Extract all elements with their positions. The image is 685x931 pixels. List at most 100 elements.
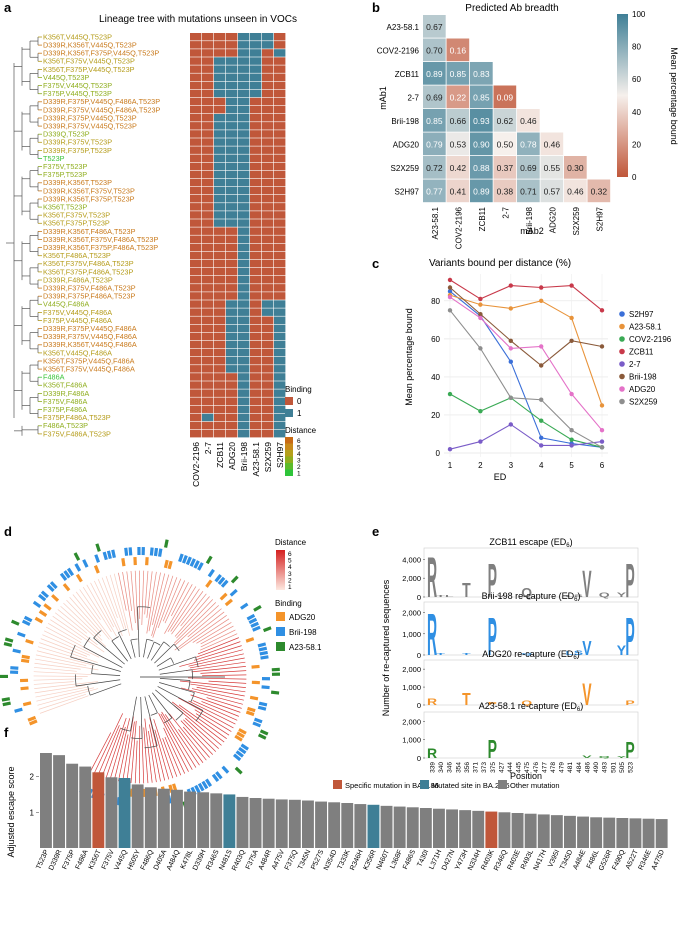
a-cell <box>262 300 274 308</box>
d-ring-mark <box>66 567 75 577</box>
a-cell <box>214 33 226 41</box>
a-cell <box>226 340 238 349</box>
b-cell-value: 0.88 <box>473 163 490 173</box>
f-bar <box>249 798 262 848</box>
a-cell <box>202 178 214 187</box>
d-ring-mark <box>75 573 83 583</box>
d-branch <box>202 674 247 677</box>
a-cell <box>250 332 262 341</box>
a-cell <box>226 373 238 381</box>
a-cell <box>238 235 250 243</box>
a-row-label: K356T,F375P,V445Q,T523P <box>43 65 135 74</box>
a-cell <box>262 154 274 162</box>
d-branch <box>33 671 92 675</box>
e-xtick-label: 484 <box>576 762 583 773</box>
b-cell <box>540 156 564 179</box>
f-bar <box>92 772 105 848</box>
a-cell <box>226 170 238 179</box>
b-cell <box>540 132 564 156</box>
d-branch <box>130 720 137 784</box>
d-branch <box>192 700 238 721</box>
e-ytick-label: 0 <box>417 754 421 763</box>
a-cell <box>262 195 274 203</box>
d-ring-mark <box>240 602 249 610</box>
d-ring-mark <box>260 655 269 660</box>
a-cell <box>238 114 250 122</box>
distance-legend-label: 5 <box>297 445 301 452</box>
a-cell <box>250 340 262 349</box>
f-bar <box>341 803 354 848</box>
d-branch <box>97 725 120 775</box>
a-cell <box>226 267 238 276</box>
colorbar-tick: 80 <box>632 43 641 52</box>
a-cell <box>190 357 202 365</box>
c-point <box>447 289 453 294</box>
a-col-label: A23-58.1 <box>251 442 261 477</box>
a-cell <box>202 122 214 130</box>
f-bar <box>550 815 563 848</box>
a-cell <box>202 73 214 81</box>
d-ring-mark <box>234 766 243 775</box>
d-branch <box>33 678 83 681</box>
d-branch <box>191 666 246 673</box>
a-cell <box>226 324 238 333</box>
c-point <box>599 445 605 450</box>
distance-legend-swatch <box>285 443 293 450</box>
c-series-line <box>449 287 603 367</box>
a-cell <box>274 340 286 349</box>
b-row-label: A23-58.1 <box>387 23 420 32</box>
d-ring-mark <box>59 572 68 581</box>
a-cell <box>238 381 250 389</box>
a-row-label: D339R,F375V,V445Q,T523P <box>43 122 137 131</box>
a-cell <box>250 170 262 179</box>
c-point <box>447 294 453 300</box>
d-internal-arc <box>170 657 174 664</box>
a-cell <box>190 421 202 430</box>
b-cell-value: 0.90 <box>473 139 490 149</box>
d-branch <box>171 582 189 617</box>
d-internal-branch <box>144 696 158 746</box>
c-ytick-label: 40 <box>431 373 440 382</box>
a-row-label: D339R,K356T,F375P,T523P <box>43 194 135 203</box>
a-cell <box>226 211 238 219</box>
a-cell <box>202 195 214 203</box>
d-branch <box>208 680 247 684</box>
d-branch <box>34 684 86 694</box>
a-cell <box>214 41 226 49</box>
a-cell <box>190 340 202 349</box>
a-cell <box>262 138 274 146</box>
c-point <box>599 344 605 349</box>
a-cell <box>274 65 286 73</box>
a-cell <box>238 259 250 268</box>
a-cell <box>190 243 202 252</box>
d-branch <box>163 727 186 774</box>
a-cell <box>250 284 262 292</box>
a-cell <box>274 162 286 171</box>
a-cell <box>190 292 202 300</box>
e-xtick-label: 346 <box>447 762 454 773</box>
a-cell <box>190 49 202 57</box>
a-cell <box>262 146 274 154</box>
c-point <box>508 283 513 288</box>
c-legend-label: COV2-2196 <box>629 335 672 344</box>
a-cell <box>250 122 262 130</box>
d-branch <box>196 686 245 697</box>
e-ytick-label: 2,000 <box>402 717 421 726</box>
d-branch <box>126 721 135 783</box>
a-cell <box>262 397 274 405</box>
a-cell <box>190 324 202 333</box>
e-logo-letter: Q <box>599 592 610 599</box>
d-internal-branch <box>76 679 121 687</box>
e-ytick-label: 0 <box>417 593 421 602</box>
f-bar <box>498 812 511 848</box>
a-cell <box>274 292 286 300</box>
a-cell <box>262 73 274 81</box>
e-xtick-label: 354 <box>455 762 462 773</box>
a-row-label: K356T,F375V,F486A,T523P <box>43 259 134 268</box>
a-cell <box>250 348 262 357</box>
d-ring-mark <box>153 547 159 557</box>
a-cell <box>202 227 214 235</box>
f-bar <box>328 802 341 848</box>
a-cell <box>274 114 286 122</box>
